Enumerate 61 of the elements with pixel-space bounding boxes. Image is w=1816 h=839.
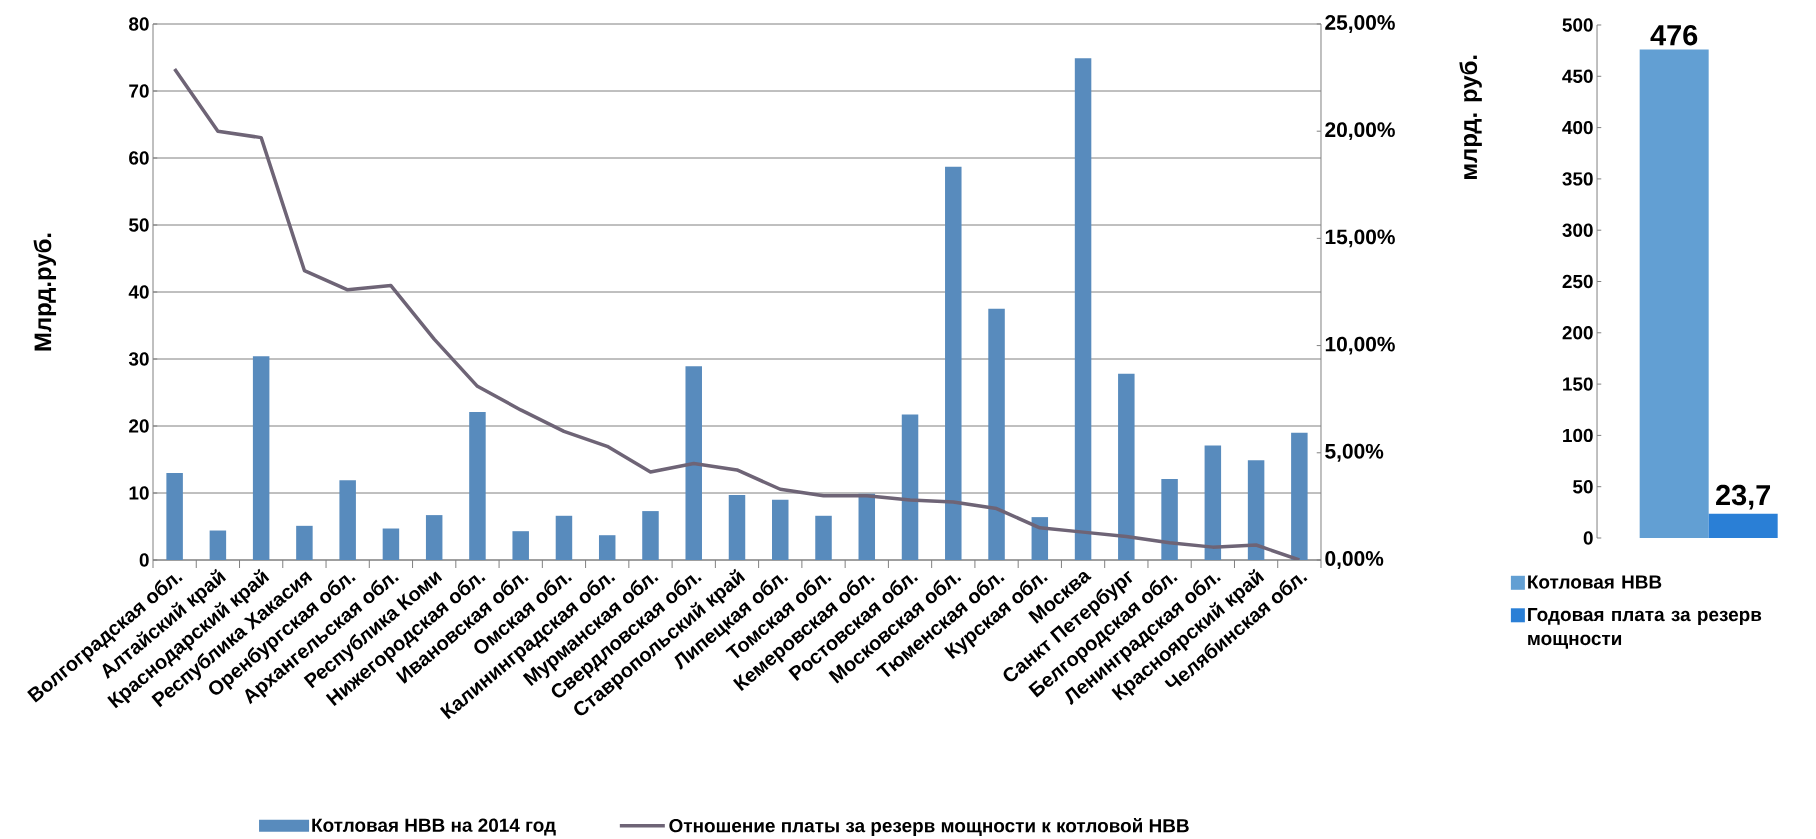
y2-tick-label: 0,00% bbox=[1325, 551, 1384, 569]
y2-tick-label: 20,00% bbox=[1325, 122, 1395, 141]
y-tick-label: 0 bbox=[139, 553, 149, 567]
bar bbox=[1247, 460, 1265, 560]
bar bbox=[815, 515, 832, 560]
bar bbox=[598, 535, 616, 560]
bar bbox=[685, 366, 702, 560]
legend-label: Годовая плата за резерв мощности bbox=[1528, 608, 1762, 649]
bar bbox=[166, 472, 183, 560]
bar bbox=[1161, 478, 1178, 560]
bar bbox=[1204, 445, 1222, 560]
y-axis-title: Млрд.руб. bbox=[33, 233, 57, 351]
bar bbox=[728, 495, 746, 560]
y-tick-label: 450 bbox=[1562, 69, 1593, 83]
bar bbox=[555, 515, 573, 560]
bar bbox=[469, 411, 486, 560]
bar bbox=[512, 531, 529, 560]
y-tick-label: 40 bbox=[128, 285, 149, 299]
y-tick-label: 60 bbox=[129, 151, 149, 165]
y-tick-label: 10 bbox=[129, 486, 149, 500]
bar bbox=[988, 308, 1005, 560]
y2-tick-label: 15,00% bbox=[1325, 229, 1395, 248]
line-series bbox=[172, 67, 1302, 560]
legend-label: Котловая НВВ bbox=[1528, 575, 1662, 589]
bar bbox=[382, 528, 400, 560]
bar bbox=[1118, 373, 1135, 560]
bar bbox=[339, 480, 356, 560]
legend-label: Отношение платы за резерв мощности к котловой НВВ bbox=[669, 818, 1189, 837]
y2-tick-label: 10,00% bbox=[1325, 336, 1395, 355]
y-tick-label: 200 bbox=[1562, 326, 1593, 340]
y-tick-label: 150 bbox=[1563, 377, 1593, 391]
data-label: 23,7 bbox=[1716, 484, 1771, 510]
bar bbox=[901, 414, 919, 560]
y-tick-label: 350 bbox=[1562, 172, 1593, 186]
y-tick-label: 100 bbox=[1563, 428, 1593, 443]
y2-tick-label: 5,00% bbox=[1325, 443, 1384, 462]
bar bbox=[209, 530, 227, 560]
bar bbox=[945, 166, 962, 560]
bar bbox=[1074, 58, 1092, 560]
y-tick-label: 0 bbox=[1583, 531, 1593, 545]
y-axis-title: млрд. руб. bbox=[1459, 55, 1482, 179]
bar bbox=[642, 511, 659, 560]
bar bbox=[858, 493, 876, 560]
y-tick-label: 300 bbox=[1562, 223, 1593, 237]
y-tick-label: 30 bbox=[128, 352, 149, 366]
y-tick-label: 500 bbox=[1562, 18, 1593, 32]
bar bbox=[252, 356, 270, 560]
y-tick-label: 400 bbox=[1562, 120, 1593, 135]
y-tick-label: 50 bbox=[1573, 479, 1593, 494]
bar bbox=[425, 515, 443, 560]
legend-label: Котловая НВВ на 2014 год bbox=[312, 818, 556, 836]
y-tick-label: 50 bbox=[129, 218, 149, 232]
y-tick-label: 80 bbox=[129, 17, 149, 31]
bar bbox=[1291, 432, 1308, 560]
y-tick-label: 70 bbox=[129, 84, 149, 98]
y-tick-label: 250 bbox=[1562, 274, 1593, 289]
bar bbox=[296, 525, 313, 560]
y2-tick-label: 25,00% bbox=[1325, 15, 1395, 33]
data-label: 476 bbox=[1650, 24, 1698, 46]
y-tick-label: 20 bbox=[129, 419, 149, 433]
bar bbox=[772, 499, 789, 560]
